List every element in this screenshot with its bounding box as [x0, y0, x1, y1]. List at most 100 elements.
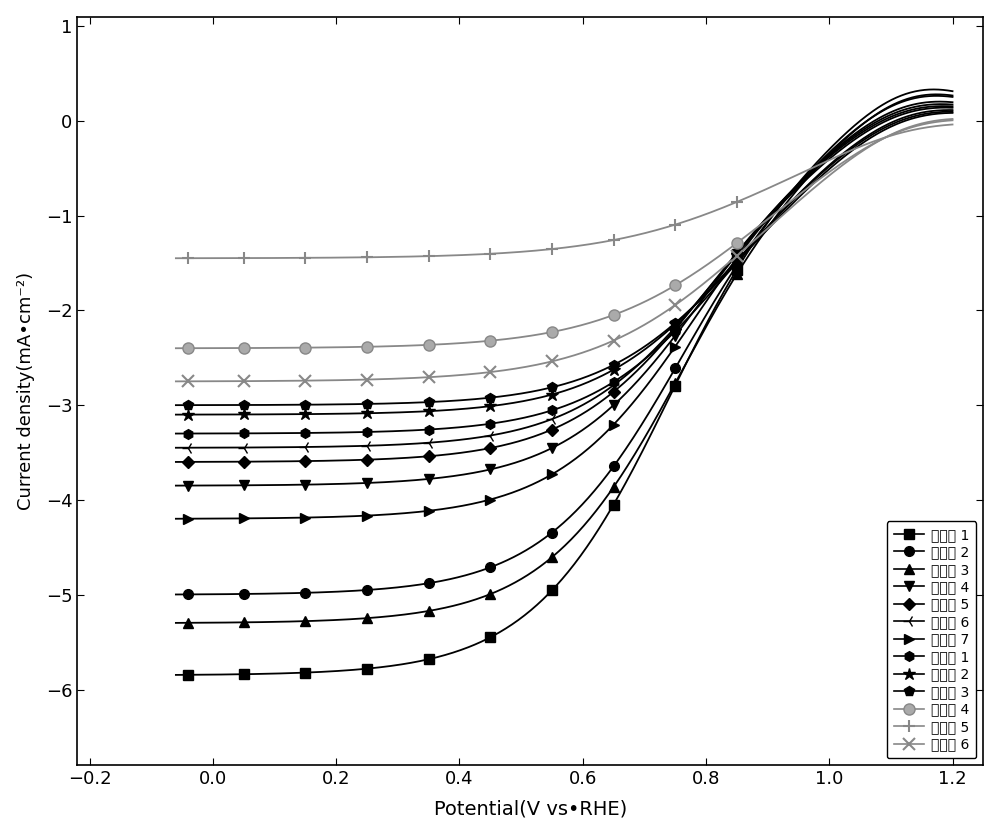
对比例 4 — [669, 281, 681, 291]
实施例 2 — [361, 585, 373, 595]
对比例 5 — [731, 197, 743, 207]
对比例 5 — [484, 249, 496, 259]
实施例 4 — [669, 331, 681, 341]
实施例 7 — [182, 514, 194, 524]
对比例 1 — [361, 427, 373, 437]
实施例 4 — [484, 464, 496, 474]
对比例 6 — [731, 250, 743, 261]
实施例 7 — [669, 342, 681, 352]
实施例 3 — [484, 590, 496, 600]
Line: 实施例 5: 实施例 5 — [184, 249, 741, 466]
实施例 5 — [238, 457, 250, 467]
实施例 2 — [731, 261, 743, 271]
实施例 7 — [608, 420, 620, 430]
实施例 5 — [182, 457, 194, 467]
实施例 2 — [299, 588, 311, 598]
实施例 4 — [299, 479, 311, 489]
对比例 6 — [299, 376, 311, 386]
Line: 对比例 2: 对比例 2 — [182, 254, 743, 421]
实施例 1 — [299, 668, 311, 678]
实施例 2 — [669, 363, 681, 373]
实施例 5 — [299, 456, 311, 466]
对比例 1 — [423, 424, 435, 434]
实施例 2 — [423, 578, 435, 588]
实施例 1 — [423, 655, 435, 665]
对比例 1 — [731, 257, 743, 267]
对比例 5 — [299, 253, 311, 263]
Line: 实施例 2: 实施例 2 — [183, 261, 742, 600]
实施例 6 — [731, 250, 743, 260]
Line: 实施例 1: 实施例 1 — [183, 265, 742, 680]
对比例 4 — [182, 343, 194, 353]
实施例 6 — [182, 443, 194, 453]
对比例 1 — [182, 428, 194, 438]
对比例 6 — [423, 372, 435, 382]
实施例 3 — [299, 616, 311, 626]
实施例 3 — [731, 269, 743, 279]
对比例 3 — [423, 397, 435, 407]
实施例 7 — [299, 513, 311, 523]
对比例 1 — [546, 405, 558, 415]
对比例 3 — [731, 257, 743, 267]
对比例 6 — [546, 357, 558, 367]
实施例 5 — [669, 324, 681, 334]
实施例 7 — [423, 506, 435, 516]
对比例 6 — [361, 375, 373, 385]
对比例 6 — [608, 336, 620, 346]
Line: 实施例 3: 实施例 3 — [183, 270, 742, 628]
对比例 5 — [608, 235, 620, 245]
对比例 2 — [484, 401, 496, 411]
对比例 6 — [484, 367, 496, 377]
对比例 5 — [669, 220, 681, 230]
对比例 2 — [423, 406, 435, 416]
Line: 对比例 3: 对比例 3 — [183, 257, 742, 410]
对比例 2 — [608, 365, 620, 375]
X-axis label: Potential(V vs•RHE): Potential(V vs•RHE) — [434, 799, 627, 818]
对比例 5 — [546, 244, 558, 254]
对比例 4 — [423, 340, 435, 350]
对比例 3 — [299, 400, 311, 410]
对比例 6 — [238, 376, 250, 386]
对比例 3 — [608, 360, 620, 370]
实施例 2 — [182, 590, 194, 600]
对比例 3 — [238, 400, 250, 410]
实施例 3 — [546, 552, 558, 562]
实施例 5 — [546, 424, 558, 434]
实施例 2 — [484, 562, 496, 572]
对比例 4 — [299, 342, 311, 352]
实施例 6 — [608, 380, 620, 390]
实施例 3 — [669, 378, 681, 388]
实施例 3 — [361, 613, 373, 623]
实施例 5 — [484, 443, 496, 453]
实施例 3 — [423, 606, 435, 616]
实施例 7 — [361, 510, 373, 520]
实施例 3 — [608, 482, 620, 492]
对比例 4 — [484, 336, 496, 346]
对比例 2 — [669, 319, 681, 329]
实施例 4 — [361, 478, 373, 488]
对比例 6 — [669, 300, 681, 310]
实施例 1 — [546, 585, 558, 595]
对比例 3 — [484, 392, 496, 402]
实施例 1 — [669, 381, 681, 391]
实施例 6 — [361, 441, 373, 451]
对比例 1 — [238, 428, 250, 438]
Line: 实施例 4: 实施例 4 — [183, 250, 742, 490]
实施例 6 — [484, 431, 496, 441]
Line: 对比例 4: 对比例 4 — [183, 237, 742, 354]
对比例 3 — [182, 400, 194, 410]
实施例 6 — [423, 438, 435, 448]
实施例 5 — [361, 455, 373, 465]
Line: 对比例 6: 对比例 6 — [183, 250, 742, 387]
Y-axis label: Current density(mA•cm⁻²): Current density(mA•cm⁻²) — [17, 272, 35, 510]
对比例 4 — [361, 342, 373, 352]
对比例 2 — [182, 410, 194, 420]
实施例 4 — [546, 443, 558, 453]
实施例 6 — [669, 322, 681, 332]
实施例 1 — [608, 499, 620, 509]
实施例 1 — [731, 265, 743, 275]
实施例 6 — [238, 443, 250, 453]
实施例 5 — [608, 387, 620, 397]
实施例 4 — [182, 481, 194, 491]
Line: 实施例 7: 实施例 7 — [183, 253, 742, 524]
